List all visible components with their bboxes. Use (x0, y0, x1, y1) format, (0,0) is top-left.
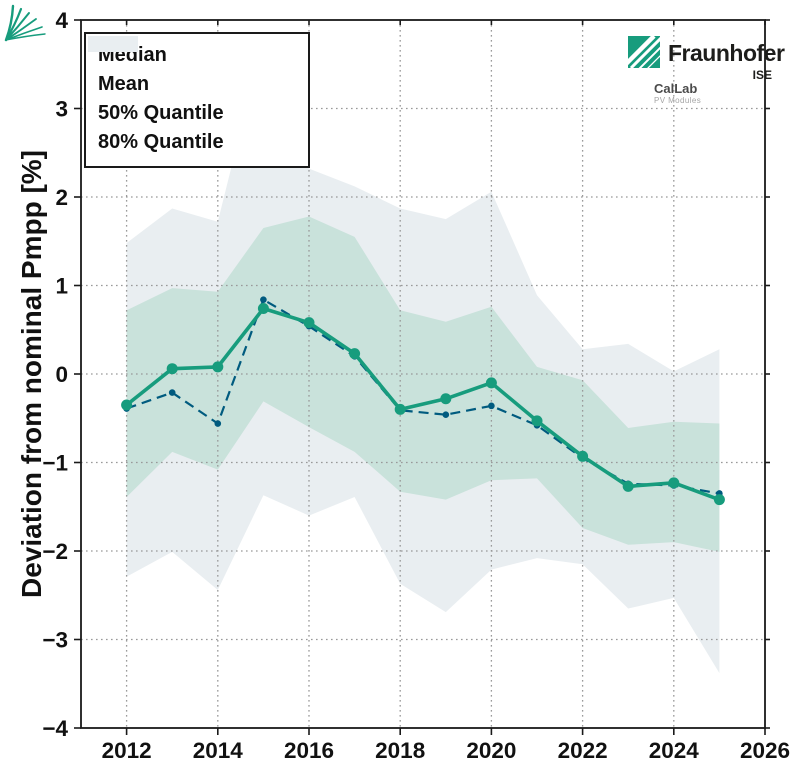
callab-logo-text: CalLab (654, 81, 698, 96)
y-tick-label: 3 (55, 97, 68, 122)
q80-patch-swatch-icon (88, 36, 138, 52)
x-tick-label: 2026 (740, 738, 790, 763)
median-point (349, 348, 361, 360)
legend-item-q80: 80% Quantile (88, 36, 308, 157)
callab-fan-icon (4, 4, 46, 42)
mean-point (442, 411, 450, 419)
x-tick-label: 2020 (466, 738, 516, 763)
median-point (531, 415, 543, 427)
callab-logo: CalLab PV Modules (654, 82, 764, 122)
fraunhofer-logo: Fraunhofer ISE (628, 36, 785, 82)
x-tick-label: 2016 (284, 738, 334, 763)
mean-point (168, 389, 176, 396)
median-line (125, 306, 721, 502)
y-tick-label: 1 (55, 274, 68, 299)
legend-label-mean: Mean (98, 73, 150, 95)
x-tick-label: 2014 (193, 738, 244, 763)
y-tick-label: 0 (55, 362, 68, 387)
median-point (212, 361, 224, 373)
x-tick-label: 2024 (649, 738, 700, 763)
x-tick-label: 2018 (375, 738, 425, 763)
y-tick-label: −2 (42, 539, 68, 564)
legend-item-q50: 50% Quantile (88, 36, 308, 128)
median-point (622, 480, 634, 492)
fraunhofer-logo-icon (628, 36, 660, 68)
y-tick-label: 4 (55, 8, 68, 33)
fraunhofer-ise-text: ISE (752, 68, 772, 82)
y-tick-label: −3 (42, 628, 68, 653)
median-point (577, 450, 589, 462)
median-point (668, 477, 680, 489)
median-point (485, 377, 497, 389)
median-point (166, 363, 178, 375)
median-point (257, 303, 269, 315)
callab-sub-text: PV Modules (654, 96, 702, 105)
mean-point (260, 296, 267, 303)
mean-point (488, 402, 495, 410)
legend-label-q80: 80% Quantile (98, 131, 224, 153)
median-point (303, 317, 315, 329)
median-point (713, 494, 725, 506)
legend-item-mean: Mean (88, 40, 308, 99)
legend-label-q50: 50% Quantile (98, 102, 224, 124)
legend: Median Mean 50% Quantile 80% Quantile (84, 32, 310, 168)
y-axis-title: Deviation from nominal Pmpp [%] (16, 149, 47, 599)
median-point (121, 399, 133, 411)
mean-point (214, 420, 222, 427)
y-tick-label: −1 (42, 451, 68, 476)
y-tick-label: 2 (55, 185, 68, 210)
mean-line (126, 298, 720, 495)
x-tick-label: 2022 (558, 738, 608, 763)
x-tick-label: 2012 (102, 738, 152, 763)
fraunhofer-logo-text: Fraunhofer (668, 40, 785, 66)
median-point (394, 403, 406, 415)
band-q50 (126, 216, 720, 552)
median-point (440, 393, 452, 405)
y-tick-label: −4 (42, 716, 68, 741)
